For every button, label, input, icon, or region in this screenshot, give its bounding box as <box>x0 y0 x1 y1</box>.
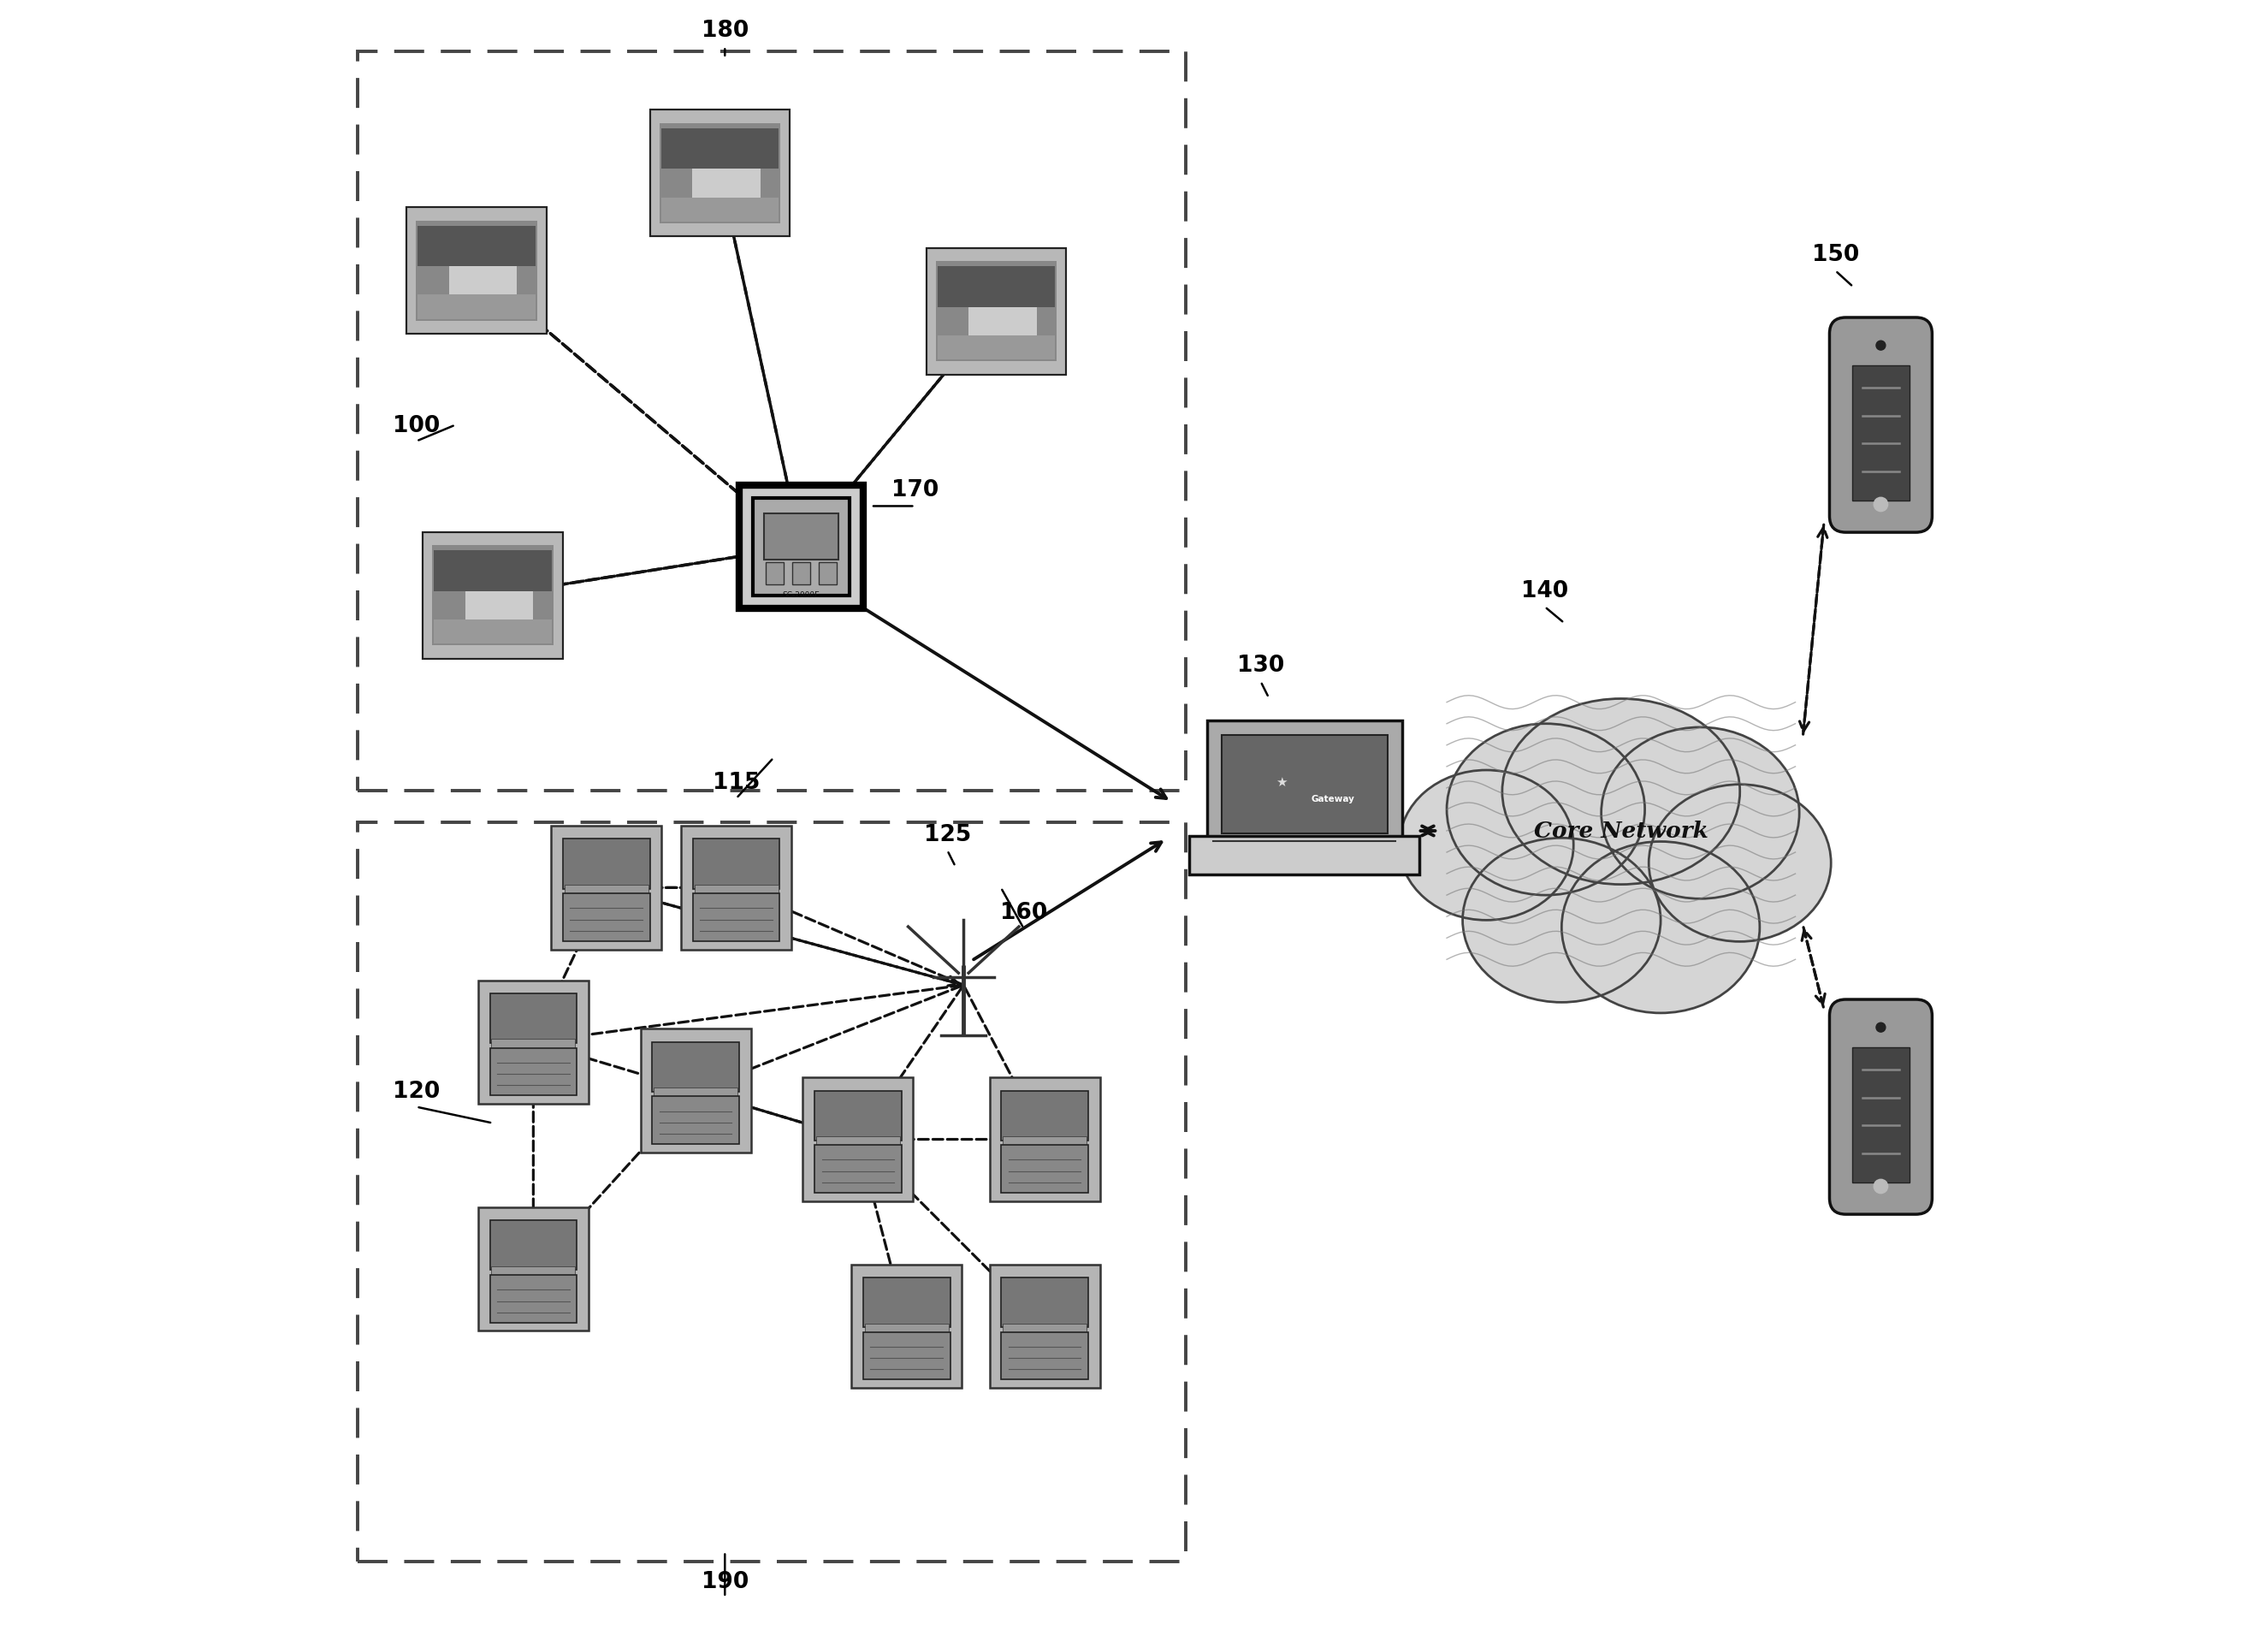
Text: 180: 180 <box>701 20 748 42</box>
FancyBboxPatch shape <box>1830 318 1932 533</box>
FancyBboxPatch shape <box>1000 1278 1089 1327</box>
FancyBboxPatch shape <box>989 1265 1100 1387</box>
FancyBboxPatch shape <box>433 551 551 592</box>
FancyBboxPatch shape <box>1002 1136 1086 1148</box>
Text: 160: 160 <box>1000 901 1048 924</box>
Ellipse shape <box>1601 727 1799 900</box>
FancyBboxPatch shape <box>753 499 850 595</box>
FancyBboxPatch shape <box>479 981 587 1104</box>
FancyBboxPatch shape <box>1002 1324 1086 1333</box>
FancyBboxPatch shape <box>433 546 553 645</box>
FancyBboxPatch shape <box>764 513 839 559</box>
FancyBboxPatch shape <box>640 1029 751 1152</box>
FancyBboxPatch shape <box>692 170 760 217</box>
FancyBboxPatch shape <box>792 562 810 585</box>
Text: SC-2000E: SC-2000E <box>782 592 821 598</box>
FancyBboxPatch shape <box>937 267 1055 308</box>
FancyBboxPatch shape <box>1000 1146 1089 1193</box>
FancyBboxPatch shape <box>694 885 778 895</box>
Text: 120: 120 <box>392 1079 440 1102</box>
Text: 190: 190 <box>701 1570 748 1593</box>
Circle shape <box>1876 341 1885 350</box>
FancyBboxPatch shape <box>479 1208 587 1332</box>
FancyBboxPatch shape <box>492 1040 576 1050</box>
FancyBboxPatch shape <box>803 1077 914 1201</box>
FancyBboxPatch shape <box>692 893 780 941</box>
FancyBboxPatch shape <box>433 619 551 644</box>
FancyBboxPatch shape <box>864 1324 948 1333</box>
FancyBboxPatch shape <box>406 209 547 334</box>
FancyBboxPatch shape <box>864 1332 950 1379</box>
FancyBboxPatch shape <box>1188 836 1420 875</box>
FancyBboxPatch shape <box>989 1077 1100 1201</box>
FancyBboxPatch shape <box>816 1136 900 1148</box>
Circle shape <box>1873 497 1887 512</box>
FancyBboxPatch shape <box>739 486 862 610</box>
FancyBboxPatch shape <box>653 1089 737 1099</box>
FancyBboxPatch shape <box>1222 735 1388 833</box>
Ellipse shape <box>1649 784 1830 942</box>
FancyBboxPatch shape <box>490 994 576 1043</box>
Text: 140: 140 <box>1522 580 1569 601</box>
Ellipse shape <box>1501 699 1740 885</box>
Text: 125: 125 <box>923 823 971 846</box>
FancyBboxPatch shape <box>925 249 1066 375</box>
FancyBboxPatch shape <box>680 826 792 950</box>
Ellipse shape <box>1399 771 1574 921</box>
Text: Core Network: Core Network <box>1533 820 1708 843</box>
Text: 115: 115 <box>712 771 760 794</box>
FancyBboxPatch shape <box>662 129 778 170</box>
Text: 100: 100 <box>392 414 440 437</box>
FancyBboxPatch shape <box>651 111 789 238</box>
Circle shape <box>1876 1024 1885 1032</box>
FancyBboxPatch shape <box>565 885 649 895</box>
FancyBboxPatch shape <box>562 893 651 941</box>
FancyBboxPatch shape <box>417 227 535 267</box>
FancyBboxPatch shape <box>465 590 533 639</box>
FancyBboxPatch shape <box>562 839 651 888</box>
Ellipse shape <box>1563 843 1760 1014</box>
FancyBboxPatch shape <box>490 1221 576 1270</box>
Circle shape <box>1873 1180 1887 1193</box>
FancyBboxPatch shape <box>492 1267 576 1276</box>
FancyBboxPatch shape <box>551 826 662 950</box>
FancyBboxPatch shape <box>422 533 562 659</box>
FancyBboxPatch shape <box>692 839 780 888</box>
FancyBboxPatch shape <box>1853 1048 1910 1183</box>
Text: 170: 170 <box>891 479 939 502</box>
FancyBboxPatch shape <box>1830 999 1932 1214</box>
FancyBboxPatch shape <box>1853 367 1910 500</box>
FancyBboxPatch shape <box>814 1090 900 1141</box>
FancyBboxPatch shape <box>1000 1332 1089 1379</box>
FancyBboxPatch shape <box>767 562 785 585</box>
FancyBboxPatch shape <box>937 336 1055 360</box>
FancyBboxPatch shape <box>814 1146 900 1193</box>
FancyBboxPatch shape <box>415 222 538 321</box>
FancyBboxPatch shape <box>1207 720 1402 848</box>
FancyBboxPatch shape <box>662 199 778 222</box>
FancyBboxPatch shape <box>653 1097 739 1144</box>
FancyBboxPatch shape <box>819 562 837 585</box>
FancyBboxPatch shape <box>449 266 517 315</box>
FancyBboxPatch shape <box>1000 1090 1089 1141</box>
FancyBboxPatch shape <box>660 124 780 223</box>
FancyBboxPatch shape <box>653 1042 739 1092</box>
FancyBboxPatch shape <box>417 295 535 319</box>
Text: 130: 130 <box>1236 655 1284 676</box>
FancyBboxPatch shape <box>937 262 1057 362</box>
Bar <box>358 52 1186 791</box>
Text: 150: 150 <box>1812 244 1860 266</box>
Ellipse shape <box>1447 724 1644 895</box>
Text: ★: ★ <box>1275 776 1286 789</box>
FancyBboxPatch shape <box>490 1275 576 1322</box>
Ellipse shape <box>1463 838 1660 1002</box>
Bar <box>358 823 1186 1562</box>
FancyBboxPatch shape <box>968 306 1036 354</box>
Text: Gateway: Gateway <box>1311 794 1354 804</box>
FancyBboxPatch shape <box>850 1265 962 1387</box>
FancyBboxPatch shape <box>490 1048 576 1095</box>
FancyBboxPatch shape <box>864 1278 950 1327</box>
